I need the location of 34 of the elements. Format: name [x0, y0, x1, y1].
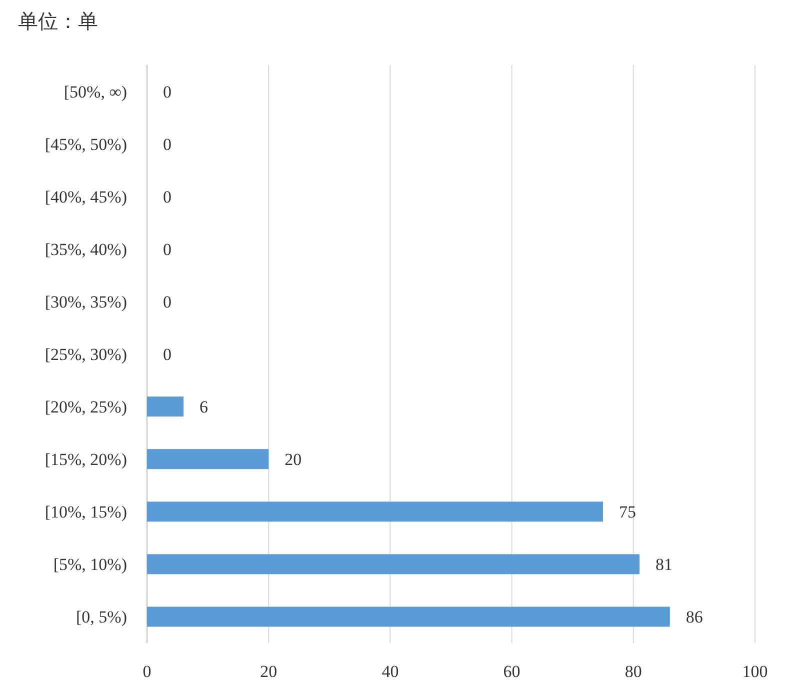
- data-label: 0: [163, 240, 172, 259]
- x-tick-label: 40: [382, 662, 399, 681]
- data-label: 6: [199, 398, 208, 417]
- data-label: 86: [686, 608, 703, 627]
- y-tick-label: [45%, 50%): [44, 134, 127, 154]
- data-label: 0: [163, 134, 172, 154]
- data-label: 0: [163, 345, 172, 364]
- y-tick-label: [30%, 35%): [44, 292, 127, 312]
- y-tick-label: [20%, 25%): [44, 398, 127, 417]
- data-label: 0: [163, 187, 172, 206]
- data-label: 0: [163, 292, 172, 312]
- x-tick-label: 100: [742, 662, 768, 681]
- data-label: 0: [163, 82, 172, 102]
- y-tick-label: [5%, 10%): [53, 555, 127, 574]
- data-label: 20: [284, 450, 302, 470]
- y-tick-label: [35%, 40%): [44, 240, 127, 259]
- text: 单位：单: [18, 11, 98, 33]
- y-tick-label: [25%, 30%): [44, 345, 127, 364]
- y-tick-label: [10%, 15%): [44, 502, 127, 522]
- x-tick-label: 80: [624, 662, 642, 681]
- data-label: 81: [655, 555, 672, 574]
- bar: [147, 396, 184, 417]
- bar: [147, 449, 269, 470]
- bar: [147, 554, 640, 574]
- x-tick-label: 0: [142, 662, 152, 681]
- y-tick-label: [0, 5%): [76, 608, 127, 627]
- y-tick-label: [15%, 20%): [44, 450, 127, 470]
- data-label: 75: [619, 502, 636, 522]
- bar: [147, 606, 670, 627]
- x-tick-label: 60: [503, 662, 520, 681]
- bar: [147, 502, 603, 522]
- y-tick-label: [40%, 45%): [44, 187, 127, 206]
- x-tick-label: 20: [260, 662, 278, 681]
- y-tick-label: [50%, ∞): [64, 82, 127, 102]
